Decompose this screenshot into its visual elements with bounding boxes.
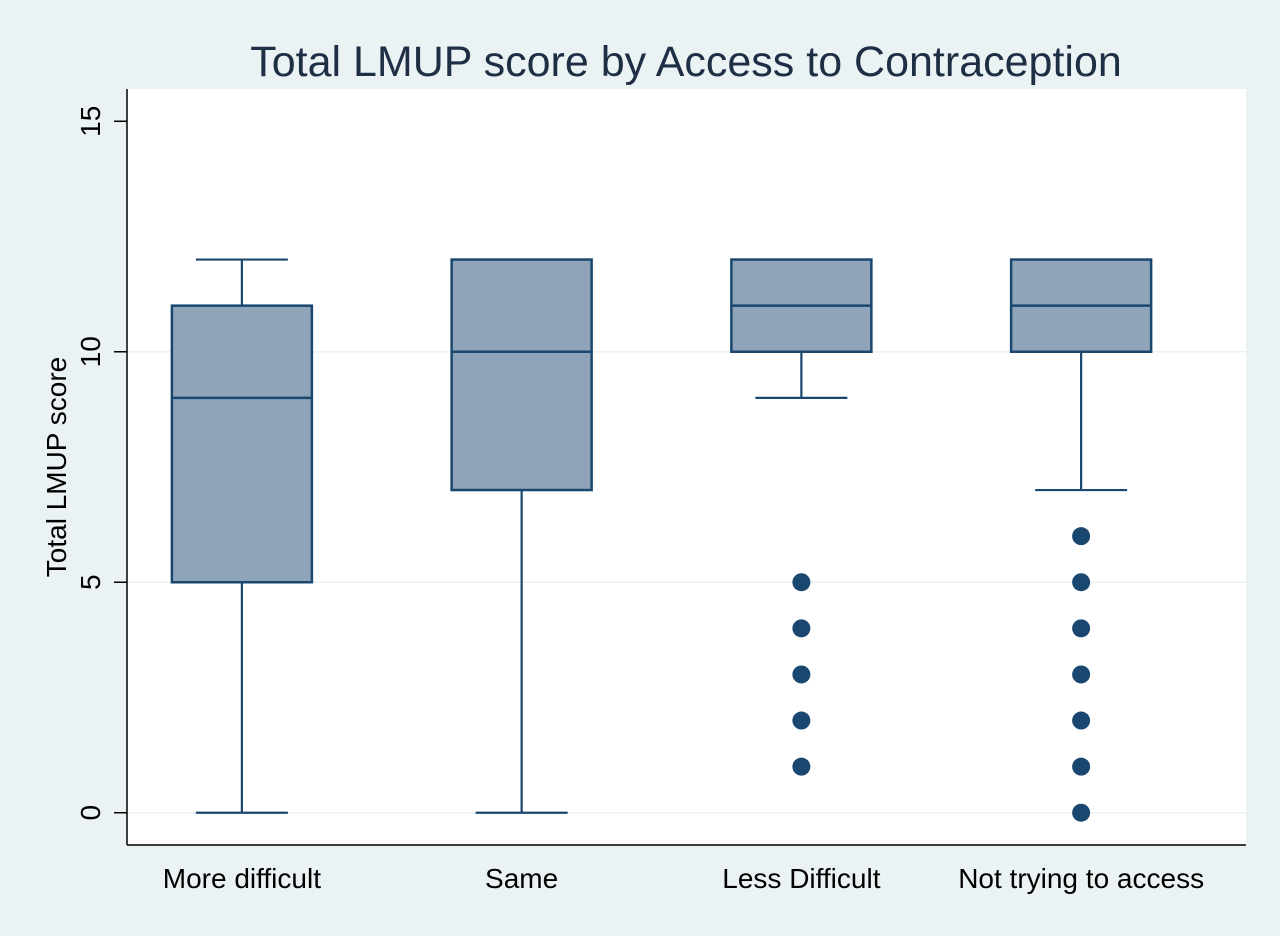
- boxes: [170, 258, 1153, 822]
- box-group: [450, 258, 593, 814]
- plot-area: [127, 89, 1246, 845]
- outlier-point: [792, 711, 811, 730]
- x-category-label: More difficult: [163, 863, 321, 894]
- ticks: 0 5 10 15 More difficult Same Less Difficult No…: [75, 106, 1204, 894]
- outlier-point: [792, 665, 811, 684]
- y-tick-label: 5: [75, 574, 106, 590]
- y-tick-label: 15: [75, 106, 106, 137]
- outlier-point: [792, 757, 811, 776]
- x-category-label: Not trying to access: [958, 863, 1204, 894]
- x-category-label: Same: [485, 863, 558, 894]
- outlier-point: [1072, 757, 1091, 776]
- outlier-point: [1072, 665, 1091, 684]
- outlier-point: [1072, 711, 1091, 730]
- box-group: [170, 258, 314, 814]
- iqr-box: [450, 258, 593, 492]
- chart-title: Total LMUP score by Access to Contracept…: [250, 38, 1122, 86]
- y-tick-label: 10: [75, 336, 106, 367]
- y-axis-label: Total LMUP score: [41, 357, 72, 577]
- box-group: [1009, 258, 1153, 822]
- box-group: [730, 258, 873, 776]
- outlier-point: [1072, 619, 1091, 638]
- iqr-box: [170, 304, 314, 584]
- axes: [126, 89, 1246, 846]
- outlier-point: [792, 573, 811, 592]
- x-category-label: Less Difficult: [722, 863, 880, 894]
- outlier-point: [1072, 803, 1091, 822]
- y-tick-label: 0: [75, 805, 106, 821]
- outlier-point: [792, 619, 811, 638]
- outlier-point: [1072, 573, 1091, 592]
- outlier-point: [1072, 527, 1091, 546]
